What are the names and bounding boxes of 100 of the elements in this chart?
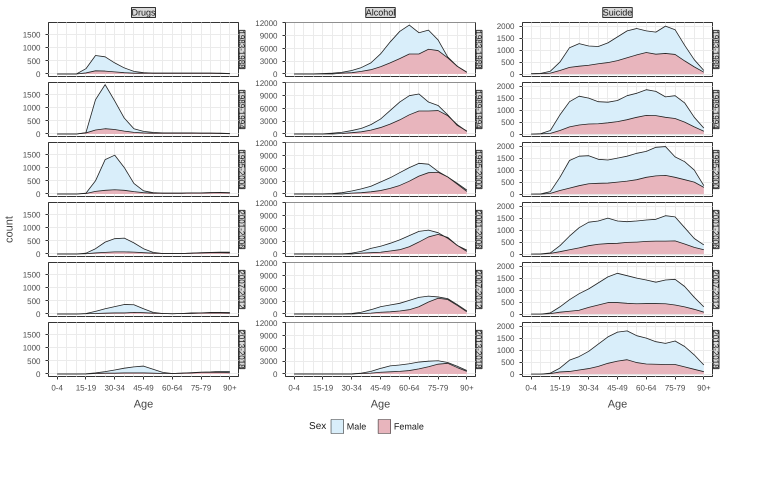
y-tick-label: 9000 [260, 92, 278, 101]
y-tick-label: 2000 [496, 322, 516, 332]
y-tick-label: 6000 [260, 224, 278, 234]
text: 2007-2012 [711, 270, 720, 310]
x-tick-label: 75-79 [190, 384, 212, 392]
legend-label: Female [394, 422, 424, 432]
x-tick-label: 15-19 [76, 384, 97, 392]
x-axis-title: Age [370, 398, 390, 410]
x-tick-label: 15-19 [550, 384, 571, 392]
y-tick-label: 1500 [496, 94, 516, 104]
y-tick-label: 12000 [255, 78, 278, 88]
y-tick-label: 1000 [22, 284, 42, 293]
y-tick-label: 9000 [260, 272, 278, 281]
y-tick-label: 1000 [496, 166, 516, 176]
y-tick-label: 500 [501, 358, 516, 368]
y-tick-label: 1500 [496, 334, 516, 344]
x-tick-label: 75-79 [664, 384, 686, 392]
y-tick-label: 0 [273, 70, 278, 79]
y-tick-label: 0 [510, 310, 516, 320]
y-tick-label: 500 [501, 238, 516, 248]
y-tick-label: 500 [27, 356, 42, 366]
y-tick-label: 3000 [260, 57, 278, 66]
y-tick-label: 1500 [22, 90, 42, 100]
y-tick-label: 0 [36, 370, 42, 379]
text: 1989-1994 [474, 90, 483, 130]
x-tick-label: 0-4 [288, 384, 300, 392]
x-tick-label: 45-49 [607, 384, 628, 392]
y-tick-label: 0 [510, 370, 516, 380]
y-tick-label: 6000 [260, 284, 278, 294]
y-tick-label: 12000 [255, 318, 278, 328]
y-tick-label: 0 [273, 250, 278, 259]
y-tick-label: 1000 [496, 286, 516, 296]
y-tick-label: 0 [36, 310, 42, 319]
text: 1989-1994 [237, 90, 246, 130]
y-tick-label: 2000 [496, 202, 516, 212]
y-tick-label: 500 [27, 296, 42, 306]
y-tick-label: 500 [27, 176, 42, 186]
y-tick-label: 1000 [22, 44, 42, 53]
text: 1983-1988 [474, 30, 483, 70]
y-tick-label: 12000 [255, 138, 278, 148]
y-tick-label: 6000 [260, 164, 278, 174]
x-axis-title: Age [608, 398, 628, 410]
y-tick-label: 0 [273, 310, 278, 319]
y-tick-label: 1000 [22, 164, 42, 173]
text: 1989-1994 [711, 90, 720, 130]
text: 2013-2018 [711, 330, 720, 370]
y-tick-label: 1000 [22, 224, 42, 233]
text: 1995-2000 [711, 150, 720, 190]
x-tick-label: 60-64 [162, 384, 184, 392]
y-tick-label: 500 [501, 58, 516, 68]
text: 2001-2006 [474, 210, 483, 250]
y-tick-label: 1500 [496, 214, 516, 224]
text: 2007-2012 [237, 270, 246, 310]
y-tick-label: 0 [273, 370, 278, 379]
legend-label: Male [346, 422, 366, 432]
y-tick-label: 0 [36, 250, 42, 259]
y-tick-label: 0 [273, 190, 278, 199]
y-tick-label: 1500 [496, 274, 516, 284]
text: 2001-2006 [711, 210, 720, 250]
text: 1995-2000 [237, 150, 246, 190]
y-tick-label: 2000 [496, 22, 516, 32]
text: 2001-2006 [237, 210, 246, 250]
y-tick-label: 6000 [260, 104, 278, 114]
x-tick-label: 75-79 [428, 384, 449, 392]
y-tick-label: 500 [501, 178, 516, 188]
y-tick-label: 3000 [260, 117, 278, 126]
y-tick-label: 3000 [260, 297, 278, 306]
text: 2007-2012 [474, 270, 483, 310]
x-tick-label: 30-34 [104, 384, 126, 392]
text: 1983-1988 [237, 30, 246, 70]
x-tick-label: 90+ [697, 384, 711, 392]
x-tick-label: 60-64 [636, 384, 658, 392]
legend-title: Sex [309, 421, 326, 432]
y-tick-label: 0 [510, 130, 516, 140]
y-tick-label: 2000 [496, 262, 516, 272]
x-tick-label: 0-4 [525, 384, 538, 392]
y-tick-label: 3000 [260, 177, 278, 186]
y-tick-label: 1000 [496, 226, 516, 236]
y-tick-label: 0 [36, 190, 42, 199]
y-tick-label: 1000 [496, 46, 516, 56]
y-tick-label: 1000 [22, 344, 42, 353]
y-tick-label: 1500 [496, 34, 516, 44]
y-tick-label: 9000 [260, 332, 278, 341]
y-axis-title: count [4, 216, 16, 243]
y-tick-label: 1500 [496, 154, 516, 164]
text: 1995-2000 [474, 150, 483, 190]
y-tick-label: 9000 [260, 212, 278, 221]
x-tick-label: 30-34 [341, 384, 362, 392]
x-tick-label: 45-49 [133, 384, 154, 392]
y-tick-label: 1500 [22, 210, 42, 220]
text: 2013-2018 [237, 330, 246, 370]
y-tick-label: 1000 [22, 104, 42, 113]
chart-title: Suicide [602, 8, 632, 18]
text: 2013-2018 [474, 330, 483, 370]
y-tick-label: 0 [36, 70, 42, 79]
y-tick-label: 12000 [255, 198, 278, 208]
y-tick-label: 1500 [22, 30, 42, 40]
y-tick-label: 1500 [22, 330, 42, 340]
y-tick-label: 1500 [22, 270, 42, 280]
y-tick-label: 12000 [255, 18, 278, 28]
